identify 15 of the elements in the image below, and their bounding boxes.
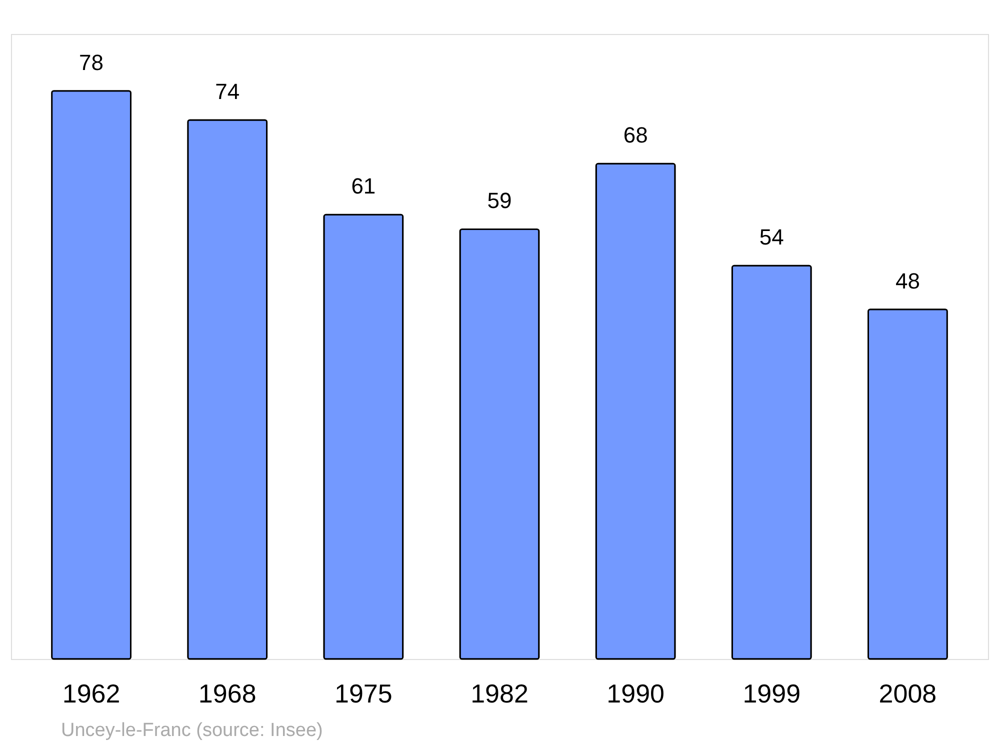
data-label: 78 [79, 50, 104, 75]
x-tick-label: 1968 [198, 678, 256, 708]
data-label: 61 [351, 174, 376, 199]
data-label: 54 [759, 224, 784, 250]
x-tick-label: 1999 [742, 678, 801, 708]
text: Uncey-le-Franc (source: Insee) [61, 720, 323, 741]
data-label: 68 [623, 122, 648, 148]
x-tick-label: 2008 [878, 678, 937, 708]
x-tick-label: 1975 [334, 678, 392, 708]
data-label: 59 [487, 188, 512, 214]
data-label: 74 [215, 78, 240, 104]
x-tick-label: 1962 [62, 678, 120, 708]
x-tick-label: 1990 [606, 678, 664, 708]
x-tick-label: 1982 [470, 678, 528, 708]
data-label: 48 [895, 268, 920, 294]
